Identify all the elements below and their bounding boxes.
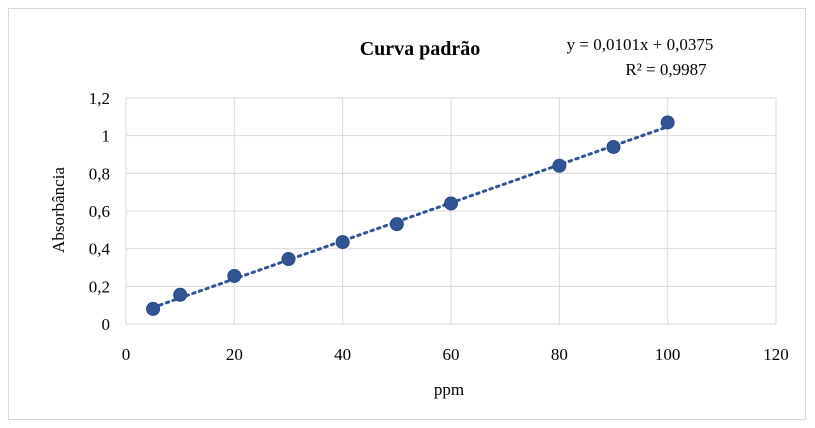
data-point xyxy=(444,196,458,211)
x-tick-label: 20 xyxy=(226,345,243,364)
x-tick-label: 100 xyxy=(655,345,681,364)
data-point xyxy=(146,301,161,316)
x-tick-label: 120 xyxy=(763,345,789,364)
y-tick-label: 0,2 xyxy=(89,277,110,296)
y-tick-label: 0,6 xyxy=(89,202,110,221)
y-tick-label: 1,2 xyxy=(89,89,110,108)
data-point xyxy=(606,139,621,154)
y-tick-label: 1 xyxy=(102,127,111,146)
data-point xyxy=(335,235,350,250)
y-tick-label: 0 xyxy=(102,315,111,334)
chart-frame xyxy=(8,8,806,420)
y-tick-label: 0,8 xyxy=(89,164,110,183)
data-point xyxy=(389,217,404,232)
x-tick-label: 80 xyxy=(551,345,568,364)
data-point xyxy=(660,115,675,130)
x-tick-label: 0 xyxy=(122,345,131,364)
data-point xyxy=(173,287,188,302)
trendline-r-squared: R² = 0,9987 xyxy=(625,60,707,79)
x-axis-label: ppm xyxy=(434,380,464,399)
x-tick-label: 40 xyxy=(334,345,351,364)
data-points xyxy=(146,115,675,316)
y-tick-label: 0,4 xyxy=(89,240,111,259)
data-point xyxy=(552,158,567,173)
data-point xyxy=(281,252,296,267)
data-point xyxy=(227,268,242,283)
y-axis-label: Absorbância xyxy=(49,167,68,253)
gridlines xyxy=(125,97,777,325)
trendline-equation: y = 0,0101x + 0,0375 xyxy=(567,35,714,54)
x-tick-label: 60 xyxy=(443,345,460,364)
chart-title: Curva padrão xyxy=(360,38,481,60)
tick-labels: 0 20 40 60 80 100 120 0 0,2 0,4 0,6 0,8 1 1,2 xyxy=(89,89,789,364)
